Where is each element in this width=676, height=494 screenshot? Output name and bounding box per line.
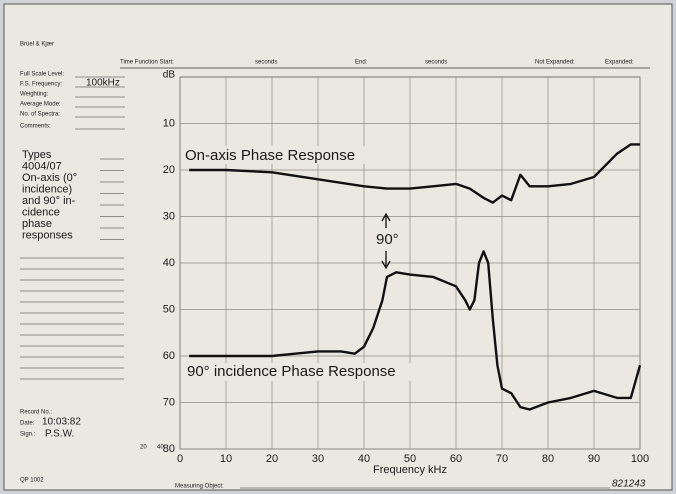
label: Time Function Start: [120, 60, 174, 66]
y-axis-label: dB [163, 70, 176, 81]
field-value: 10:03:82 [42, 417, 81, 428]
field-label: Date: [20, 421, 35, 427]
field-label: Weighting: [20, 92, 49, 98]
number: 821243 [612, 479, 646, 490]
x-tick-label: 0 [177, 453, 183, 465]
x-tick-label: 40 [358, 453, 370, 465]
y-tick-label: 50 [163, 303, 175, 315]
x-axis-label: Frequency kHz [373, 464, 447, 476]
y-tick-label: 80 [163, 443, 175, 455]
field-label: Full Scale Level: [20, 72, 64, 78]
series-label: 90° incidence Phase Response [187, 363, 396, 380]
y-tick-label: 40 [163, 257, 175, 269]
x-tick-label: 10 [220, 453, 232, 465]
field-value: P.S.W. [45, 429, 74, 440]
y-tick-label: 70 [163, 396, 175, 408]
scale-mark: 40 [157, 445, 164, 451]
paper [3, 3, 673, 491]
comment: incidence) [22, 183, 72, 195]
series-line [189, 250, 642, 411]
field-label: Sign.: [20, 432, 36, 438]
comment: phase [22, 218, 52, 230]
series-label: On-axis Phase Response [185, 147, 355, 164]
comment: responses [22, 229, 73, 241]
x-tick-label: 60 [450, 453, 462, 465]
form-no: QP 1002 [20, 478, 44, 484]
label: Not Expanded: [535, 60, 575, 66]
label-bg [374, 231, 408, 248]
y-tick-label: 60 [163, 350, 175, 362]
x-tick-label: 90 [588, 453, 600, 465]
label: seconds [425, 60, 447, 66]
label: Measuring Object: [175, 484, 224, 490]
label: Expanded: [605, 60, 634, 66]
label: seconds [255, 60, 277, 66]
field-label: F.S. Frequency: [20, 82, 62, 88]
comment: On-axis (0° [22, 172, 77, 184]
annotation: 90° [376, 231, 399, 248]
y-tick-label: 20 [163, 164, 175, 176]
label-bg [185, 363, 440, 381]
x-tick-label: 50 [404, 453, 416, 465]
brand: Brüel & Kjær [20, 42, 54, 48]
x-tick-label: 30 [312, 453, 324, 465]
field-label: Record No.: [20, 410, 52, 416]
scale-mark: 20 [140, 445, 147, 451]
comment: and 90° in- [22, 195, 76, 207]
x-tick-label: 100 [631, 453, 649, 465]
comment: Types [22, 149, 52, 161]
field-label: Comments: [20, 124, 51, 130]
y-tick-label: 30 [163, 210, 175, 222]
x-tick-label: 20 [266, 453, 278, 465]
field-value: 100kHz [86, 78, 120, 89]
comment: 4004/07 [22, 160, 62, 172]
field-label: No. of Spectra: [20, 112, 60, 118]
series-line [189, 143, 640, 204]
y-tick-label: 10 [163, 117, 175, 129]
x-tick-label: 80 [542, 453, 554, 465]
label-bg [183, 146, 391, 164]
label: End: [355, 60, 368, 66]
comment: cidence [22, 206, 60, 218]
field-label: Average Mode: [20, 102, 61, 108]
arrow [381, 212, 391, 270]
x-tick-label: 70 [496, 453, 508, 465]
